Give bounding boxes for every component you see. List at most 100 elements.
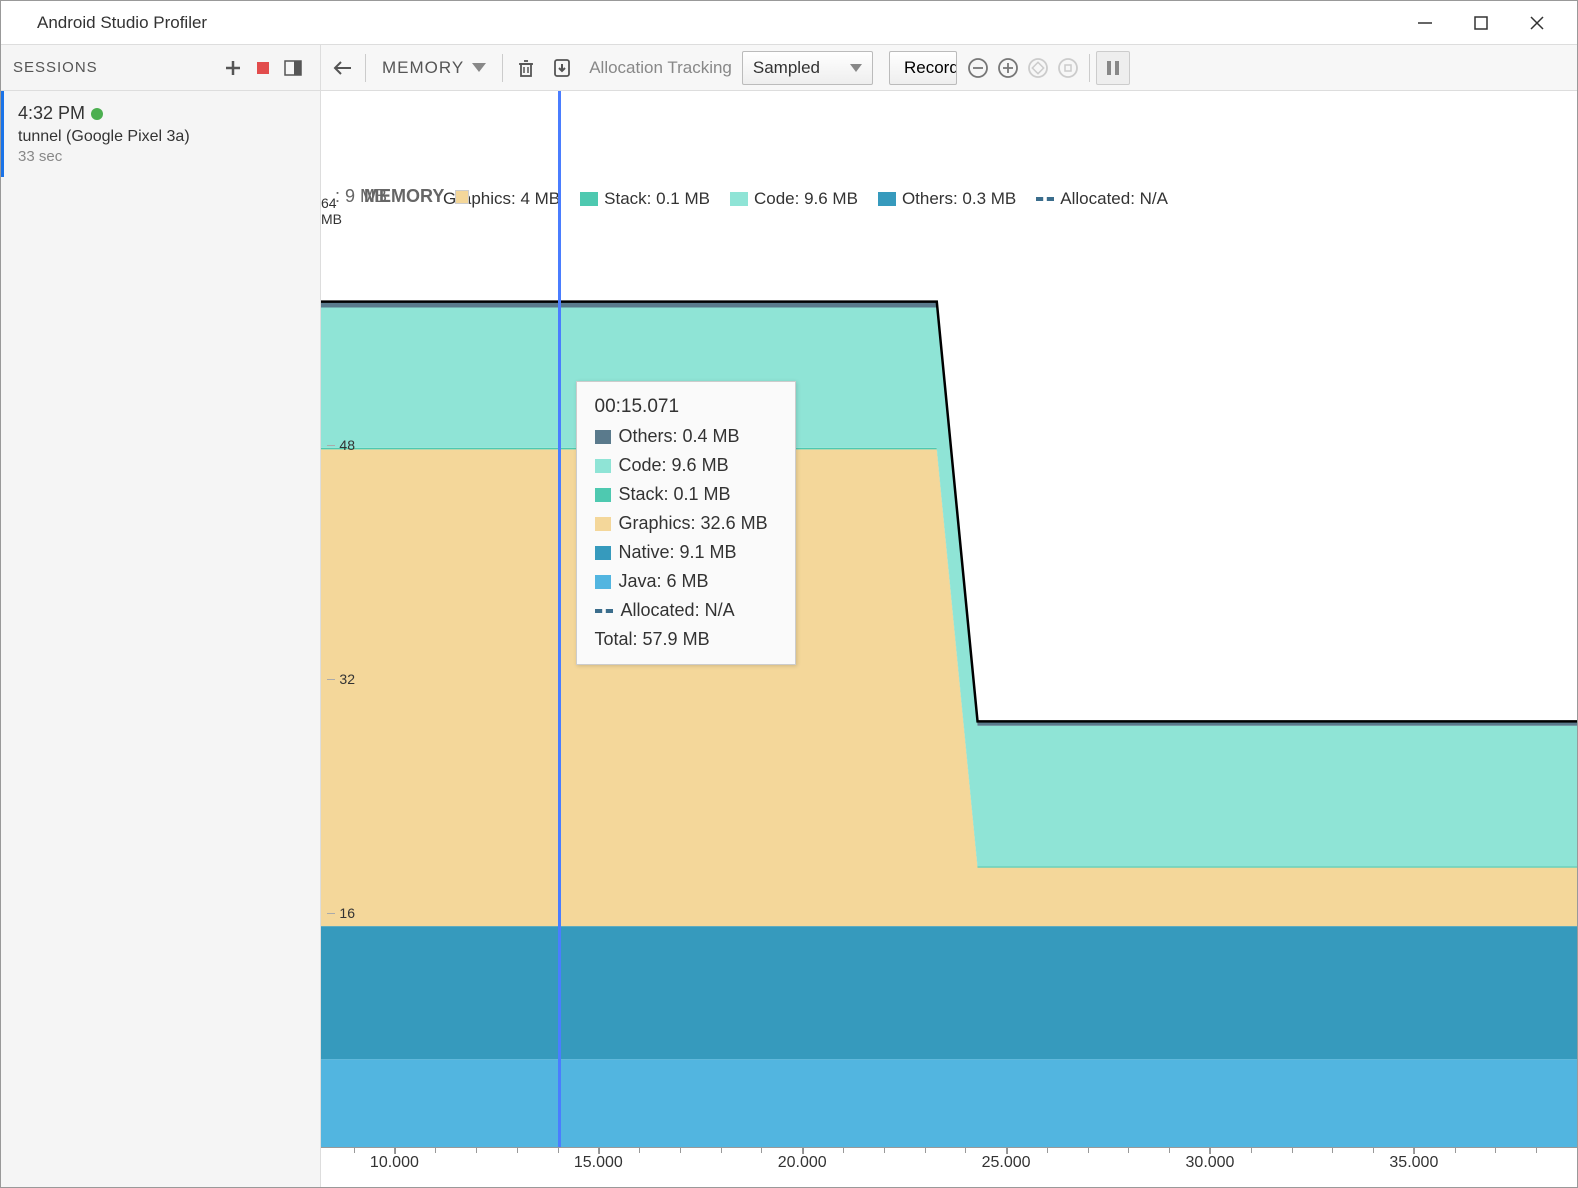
x-minor-tick	[598, 1148, 599, 1153]
swatch-icon	[595, 488, 611, 502]
gc-button[interactable]	[509, 51, 543, 85]
legend-code: Code: 9.6 MB	[730, 189, 858, 209]
tooltip-row: Graphics: 32.6 MB	[595, 513, 777, 534]
legend-stack: Stack: 0.1 MB	[580, 189, 710, 209]
watermark-text: MEMORY	[364, 186, 444, 206]
live-indicator-icon	[91, 108, 103, 120]
tooltip-row-label: Stack: 0.1 MB	[619, 484, 731, 505]
minimize-button[interactable]	[1397, 1, 1453, 45]
allocation-mode-value: Sampled	[753, 58, 820, 78]
tooltip-row: Java: 6 MB	[595, 571, 777, 592]
x-tick: 20.000	[778, 1154, 827, 1172]
tooltip-row-label: Native: 9.1 MB	[619, 542, 737, 563]
x-minor-tick	[884, 1148, 885, 1153]
scrubber-line[interactable]	[558, 91, 561, 1147]
zoom-in-button[interactable]	[993, 53, 1023, 83]
tooltip-row: Native: 9.1 MB	[595, 542, 777, 563]
reset-zoom-button[interactable]	[1023, 53, 1053, 83]
x-minor-tick	[1373, 1148, 1374, 1153]
dump-heap-button[interactable]	[545, 51, 579, 85]
titlebar: Android Studio Profiler	[1, 1, 1577, 45]
close-button[interactable]	[1509, 1, 1565, 45]
tooltip-allocated-label: Allocated: N/A	[621, 600, 735, 621]
x-minor-tick	[802, 1148, 803, 1153]
x-minor-tick	[1536, 1148, 1537, 1153]
swatch-icon	[595, 546, 611, 560]
swatch-icon	[595, 517, 611, 531]
separator	[502, 54, 503, 82]
x-minor-tick	[1495, 1148, 1496, 1153]
zoom-selection-button[interactable]	[1053, 53, 1083, 83]
code-swatch-icon	[730, 192, 748, 206]
stack-swatch-icon	[580, 192, 598, 206]
zoom-out-button[interactable]	[963, 53, 993, 83]
x-minor-tick	[1251, 1148, 1252, 1153]
x-tick: 15.000	[574, 1154, 623, 1172]
x-minor-tick	[558, 1148, 559, 1153]
chevron-down-icon	[472, 63, 486, 73]
pause-button[interactable]	[1096, 51, 1130, 85]
x-minor-tick	[1006, 1148, 1007, 1153]
record-button[interactable]: Record	[889, 51, 957, 85]
graphics-swatch-icon	[455, 190, 469, 204]
memory-stacked-area	[321, 211, 1577, 1147]
back-button[interactable]	[325, 51, 359, 85]
profiler-view-dropdown[interactable]: MEMORY	[372, 51, 496, 85]
x-tick: 35.000	[1389, 1154, 1438, 1172]
session-time: 4:32 PM	[18, 103, 306, 124]
x-minor-tick	[1414, 1148, 1415, 1153]
session-entry[interactable]: 4:32 PM tunnel (Google Pixel 3a) 33 sec	[1, 91, 320, 177]
session-app: tunnel (Google Pixel 3a)	[18, 128, 306, 146]
profiler-view-label: MEMORY	[382, 58, 464, 78]
maximize-button[interactable]	[1453, 1, 1509, 45]
x-minor-tick	[476, 1148, 477, 1153]
x-minor-tick	[1292, 1148, 1293, 1153]
others-swatch-icon	[878, 192, 896, 206]
x-minor-tick	[965, 1148, 966, 1153]
chart-clip-text: : 9 MB MEMORY	[335, 186, 491, 207]
x-axis: 10.000 15.000 20.000 25.000 30.000 35.000	[321, 1147, 1577, 1187]
tooltip-row: Others: 0.4 MB	[595, 426, 777, 447]
main-panel: MEMORY Allocation Tracking Sampled Recor…	[321, 45, 1577, 1187]
x-minor-tick	[680, 1148, 681, 1153]
tooltip-time: 00:15.071	[595, 396, 777, 418]
swatch-icon	[595, 575, 611, 589]
area-java	[321, 1059, 1577, 1147]
dash-swatch-icon	[1036, 197, 1054, 201]
y-tick: 16	[339, 905, 355, 921]
x-minor-tick	[1088, 1148, 1089, 1153]
x-minor-tick	[394, 1148, 395, 1153]
chart-legend: Graphics: 4 MBStack: 0.1 MBCode: 9.6 MBO…	[321, 189, 1577, 209]
add-session-button[interactable]	[218, 53, 248, 83]
profiler-toolbar: MEMORY Allocation Tracking Sampled Recor…	[321, 45, 1577, 91]
chevron-down-icon	[850, 64, 862, 72]
sessions-panel: SESSIONS 4:32 PM tunnel (Google Pixel 3a…	[1, 45, 321, 1187]
sessions-title: SESSIONS	[13, 59, 218, 76]
stop-session-button[interactable]	[248, 53, 278, 83]
x-tick: 30.000	[1186, 1154, 1235, 1172]
collapse-sessions-button[interactable]	[278, 53, 308, 83]
memory-chart[interactable]: : 9 MB MEMORY Graphics: 4 MBStack: 0.1 M…	[321, 91, 1577, 1187]
x-tick: 10.000	[370, 1154, 419, 1172]
y-tick: 32	[339, 671, 355, 687]
x-minor-tick	[639, 1148, 640, 1153]
y-axis: 64 MB483216	[321, 211, 361, 1147]
dash-swatch-icon	[595, 609, 613, 613]
tooltip-row-label: Others: 0.4 MB	[619, 426, 740, 447]
app-window: Android Studio Profiler SESSIONS 4:32 PM…	[0, 0, 1578, 1188]
tooltip-row-label: Graphics: 32.6 MB	[619, 513, 768, 534]
tooltip-allocated: Allocated: N/A	[595, 600, 777, 621]
x-minor-tick	[1210, 1148, 1211, 1153]
area-native	[321, 926, 1577, 1059]
x-minor-tick	[925, 1148, 926, 1153]
body: SESSIONS 4:32 PM tunnel (Google Pixel 3a…	[1, 45, 1577, 1187]
allocation-mode-select[interactable]: Sampled	[742, 51, 873, 85]
swatch-icon	[595, 459, 611, 473]
tooltip-total-label: Total: 57.9 MB	[595, 629, 710, 650]
x-minor-tick	[1455, 1148, 1456, 1153]
x-minor-tick	[1332, 1148, 1333, 1153]
x-tick: 25.000	[982, 1154, 1031, 1172]
tooltip-row-label: Java: 6 MB	[619, 571, 709, 592]
allocation-tracking-label: Allocation Tracking	[581, 58, 740, 78]
hover-tooltip: 00:15.071 Others: 0.4 MBCode: 9.6 MBStac…	[576, 381, 796, 665]
